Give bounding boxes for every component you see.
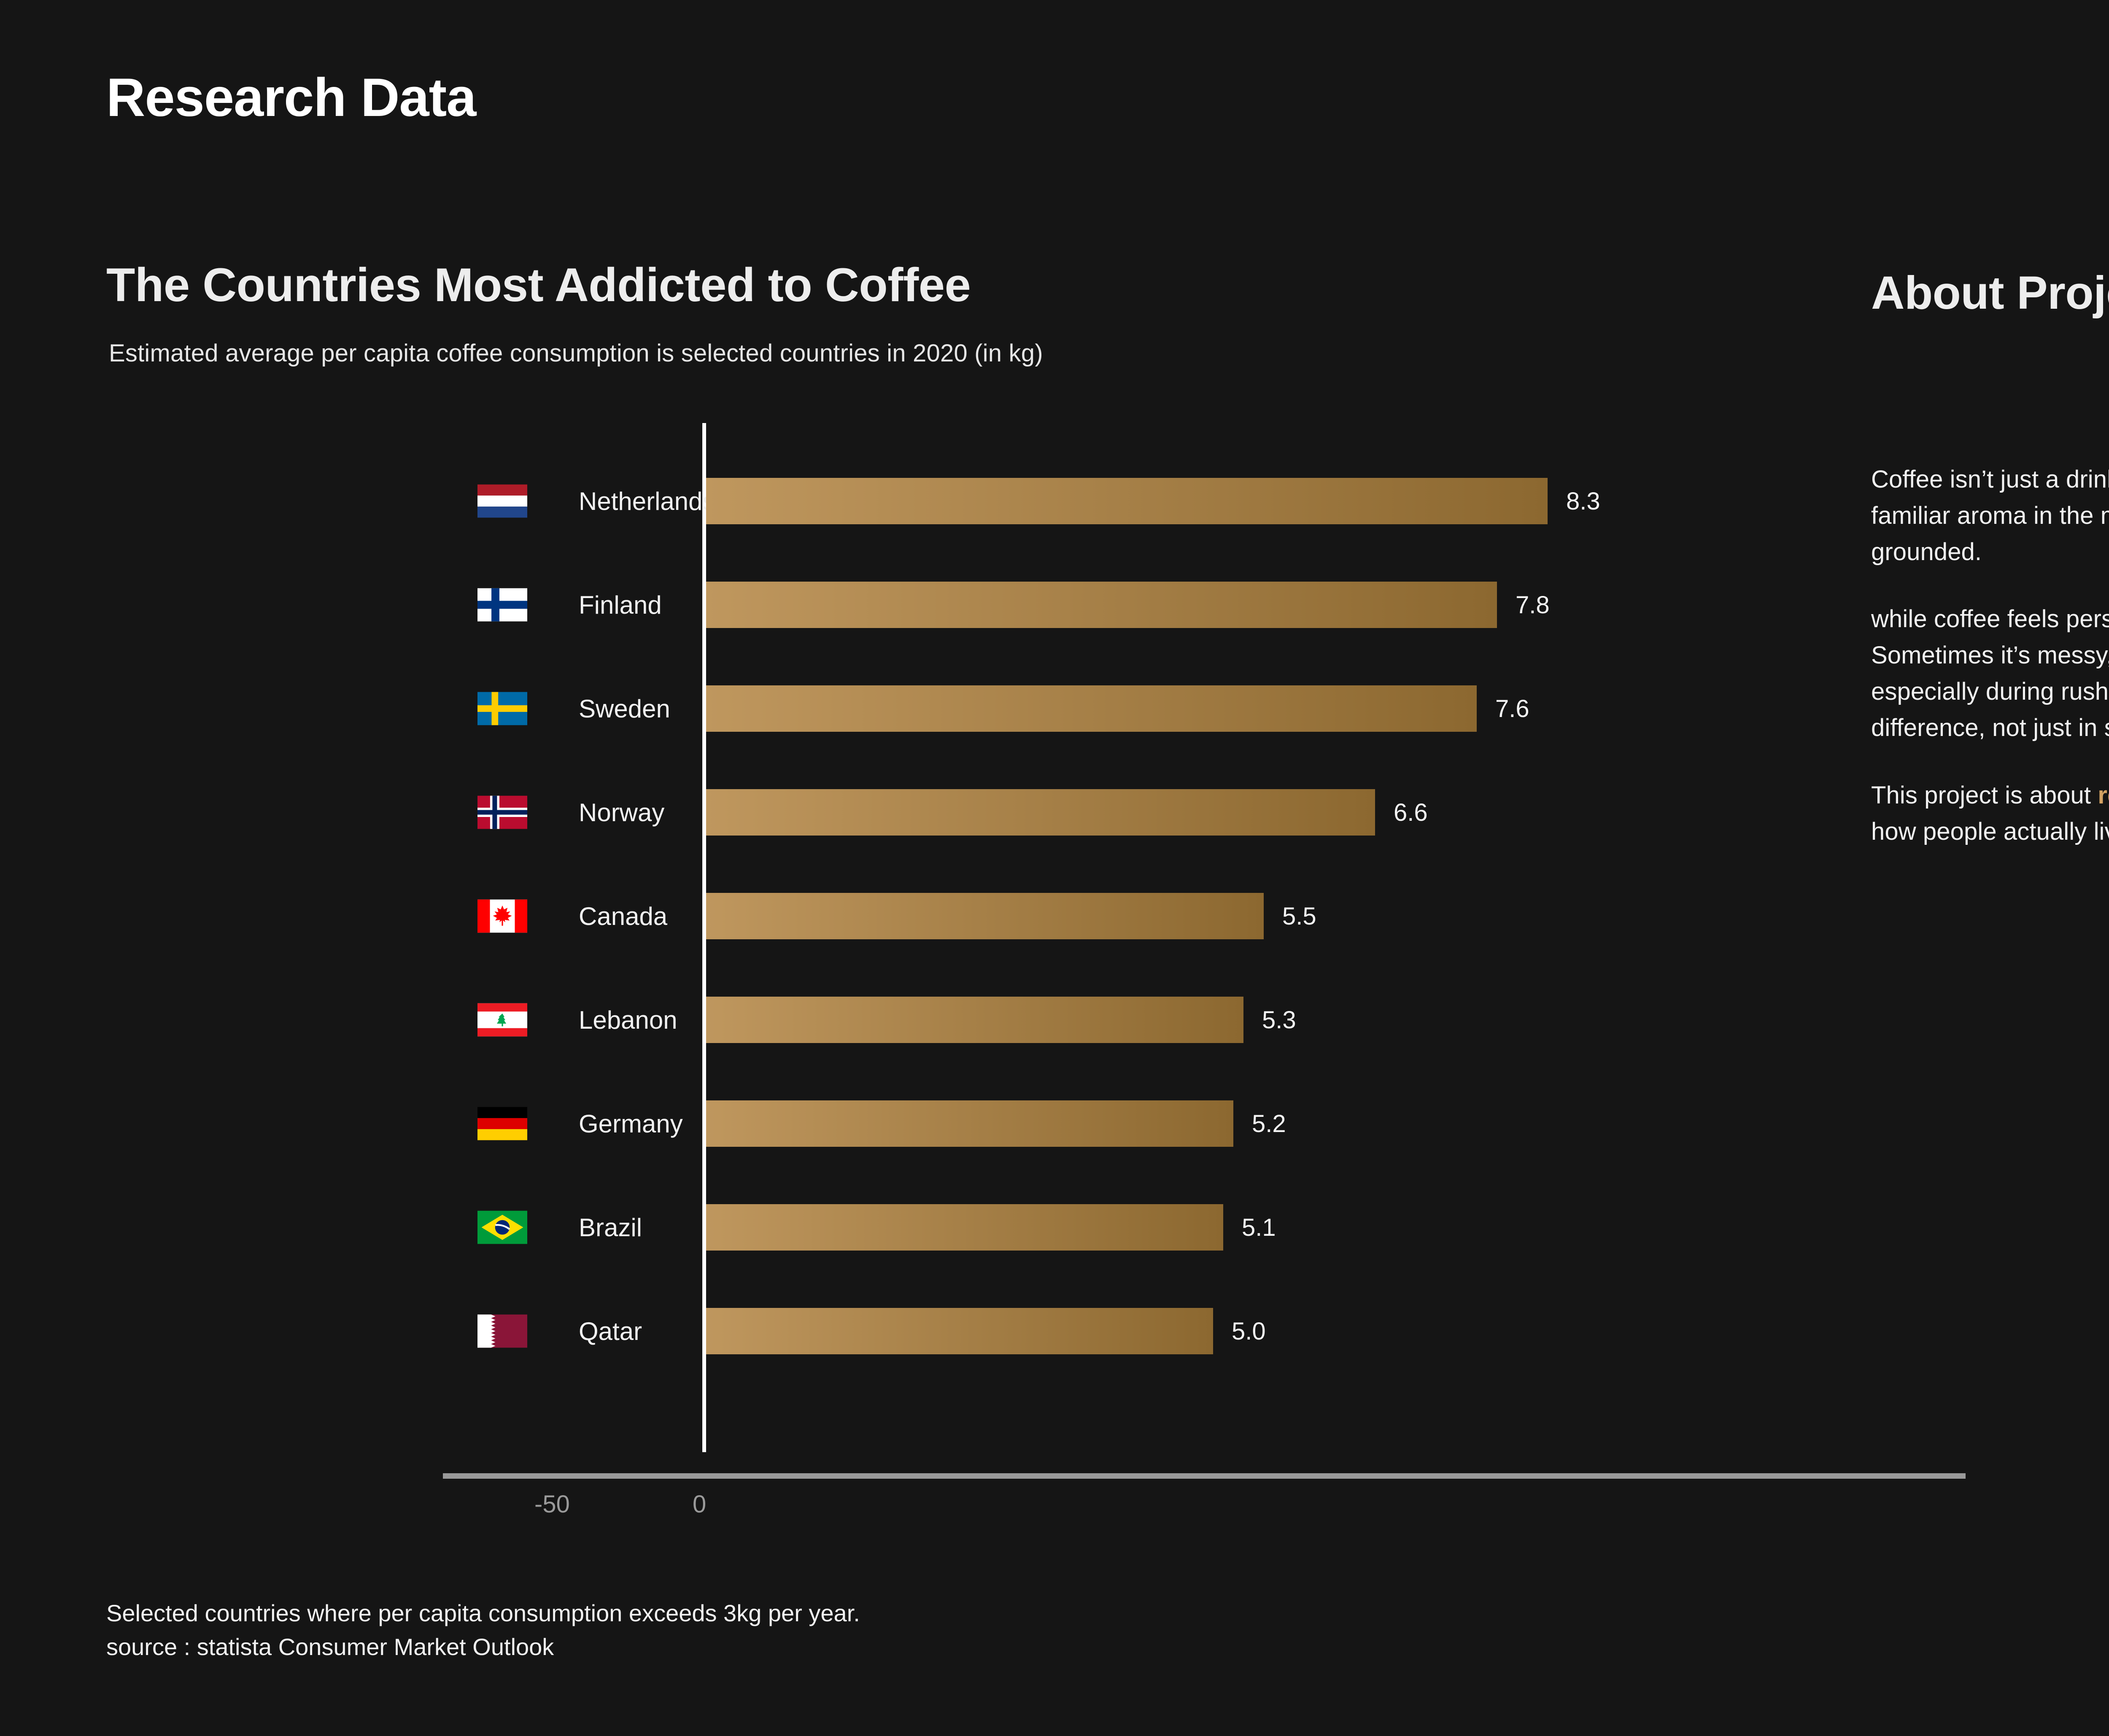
- x-axis-line: [443, 1473, 1966, 1479]
- y-axis-line: [702, 423, 706, 1452]
- x-axis-tick-zero: 0: [693, 1491, 707, 1518]
- bar-value-label: 7.6: [1495, 695, 1529, 722]
- about-text: in a way that feels simple, intuitive, a…: [1871, 817, 2109, 845]
- chart-title: The Countries Most Addicted to Coffee: [106, 259, 971, 311]
- bar-row: Lebanon 5.3: [106, 968, 1983, 1072]
- about-text: while coffee feels personal and meaningf…: [1871, 605, 2109, 741]
- about-text: Coffee isn’t just a drink it’s how we st…: [1871, 466, 2109, 566]
- bar-row: Canada 5.5: [106, 864, 1983, 968]
- chart-footnotes: Selected countries where per capita cons…: [106, 1596, 860, 1663]
- about-paragraph: Coffee isn’t just a drink it’s how we st…: [1871, 461, 2109, 570]
- netherlands-flag: [477, 484, 527, 518]
- bar-category-label: Canada: [579, 902, 668, 930]
- bar-finland: [706, 582, 1497, 628]
- bar-row: Germany 5.2: [106, 1072, 1983, 1175]
- bar-category-label: Qatar: [579, 1317, 642, 1345]
- bar-sweden: [706, 685, 1477, 732]
- bar-category-label: Lebanon: [579, 1005, 677, 1034]
- bar-value-label: 5.2: [1252, 1110, 1286, 1138]
- canada-flag: [477, 899, 527, 933]
- bar-value-label: 5.5: [1282, 902, 1316, 930]
- finland-flag: [477, 588, 527, 622]
- about-highlight-text: reimagining coffee packaging: [2098, 781, 2109, 809]
- about-body: Coffee isn’t just a drink it’s how we st…: [1871, 461, 2109, 849]
- footnote-note: Selected countries where per capita cons…: [106, 1600, 860, 1626]
- bar-germany: [706, 1100, 1233, 1147]
- bar-value-label: 5.3: [1262, 1006, 1296, 1034]
- sweden-flag: [477, 692, 527, 725]
- about-paragraph: while coffee feels personal and meaningf…: [1871, 601, 2109, 746]
- bar-canada: [706, 893, 1264, 939]
- page-title: Research Data: [106, 67, 476, 128]
- brazil-flag: [477, 1210, 527, 1244]
- bar-category-label: Brazil: [579, 1213, 642, 1242]
- bar-category-label: Sweden: [579, 694, 670, 723]
- x-axis-tick-minus50: -50: [534, 1491, 570, 1518]
- bar-category-label: Norway: [579, 798, 665, 827]
- chart-subtitle: Estimated average per capita coffee cons…: [109, 340, 1043, 367]
- bar-qatar: [706, 1308, 1213, 1354]
- bar-value-label: 7.8: [1516, 591, 1550, 619]
- qatar-flag: [477, 1314, 527, 1348]
- footnote-source: source : statista Consumer Market Outloo…: [106, 1633, 554, 1660]
- bar-category-label: Germany: [579, 1109, 683, 1138]
- bar-row: Netherlands 8.3: [106, 449, 1983, 553]
- about-title: About Project: [1871, 267, 2109, 319]
- bar-row: Brazil 5.1: [106, 1175, 1983, 1279]
- bar-category-label: Netherlands: [579, 487, 715, 515]
- bar-brazil: [706, 1204, 1223, 1251]
- norway-flag: [477, 795, 527, 829]
- bar-category-label: Finland: [579, 590, 662, 619]
- bar-row: Qatar 5.0: [106, 1279, 1983, 1383]
- about-text: This project is about: [1871, 781, 2098, 809]
- bar-norway: [706, 789, 1375, 836]
- bar-lebanon: [706, 997, 1243, 1043]
- chart-panel: The Countries Most Addicted to Coffee Es…: [106, 259, 1983, 1518]
- lebanon-flag: [477, 1003, 527, 1037]
- about-paragraph: This project is about reimagining coffee…: [1871, 777, 2109, 850]
- bar-value-label: 5.1: [1242, 1213, 1276, 1241]
- bar-netherlands: [706, 478, 1548, 524]
- bar-value-label: 6.6: [1394, 798, 1428, 826]
- bar-chart-plot-area: -50 0 Netherlands 8.3 Finland 7.8 Sweden 7.6 N…: [106, 423, 1983, 1518]
- bar-value-label: 5.0: [1232, 1317, 1266, 1345]
- bar-row: Sweden 7.6: [106, 657, 1983, 760]
- bar-row: Norway 6.6: [106, 760, 1983, 864]
- germany-flag: [477, 1107, 527, 1140]
- bar-value-label: 8.3: [1566, 487, 1600, 515]
- about-panel: About Project Coffee isn’t just a drink …: [1871, 270, 2109, 849]
- bar-row: Finland 7.8: [106, 553, 1983, 657]
